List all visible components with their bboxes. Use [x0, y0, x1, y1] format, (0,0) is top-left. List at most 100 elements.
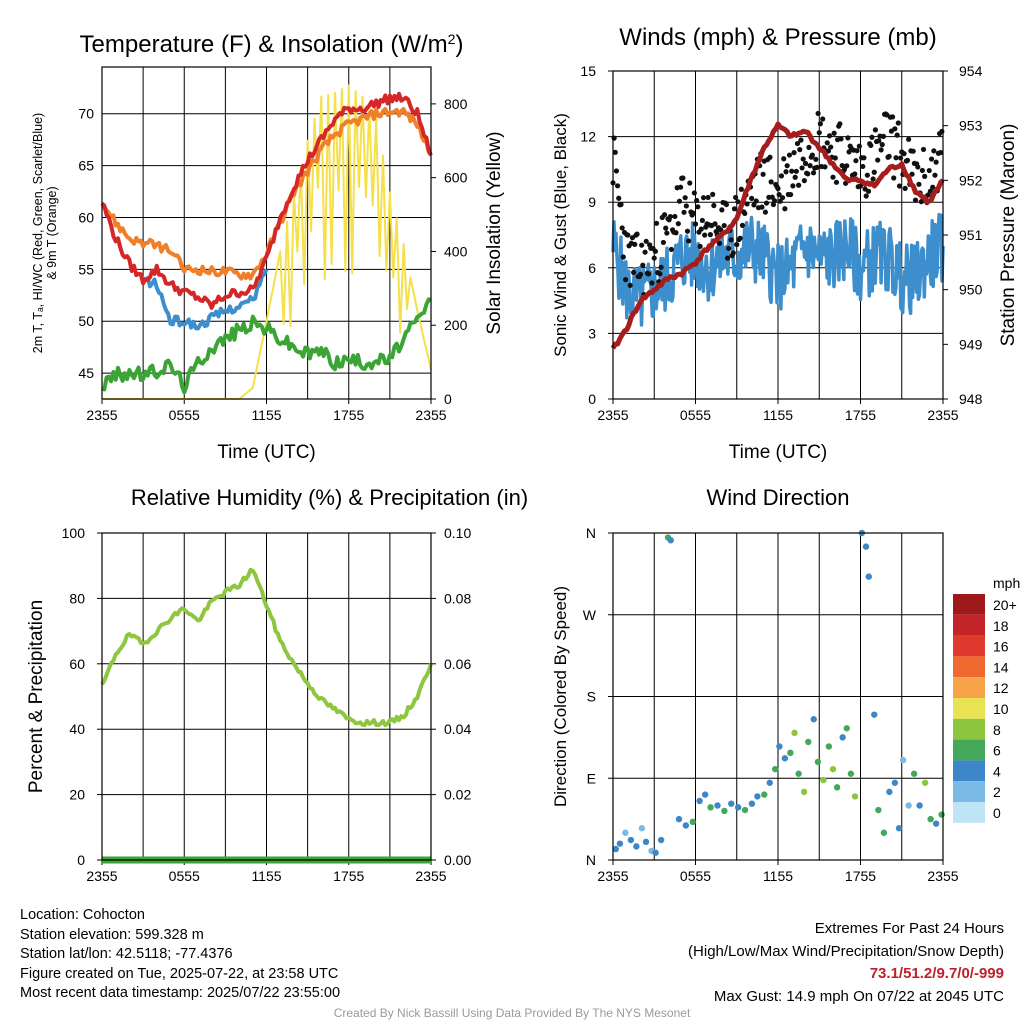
series-line-wind: [611, 212, 945, 327]
legend-swatch: [953, 802, 985, 823]
extremes-fields: (High/Low/Max Wind/Precipitation/Snow De…: [688, 942, 1004, 960]
gust-point: [687, 180, 693, 186]
gust-point: [738, 186, 744, 192]
gust-point: [856, 143, 862, 149]
gust-point: [918, 199, 924, 205]
gust-point: [790, 183, 796, 189]
gust-point: [844, 163, 850, 169]
gust-point: [668, 246, 675, 253]
series-line-temp_2m: [100, 91, 433, 310]
y-right-tick-label: 952: [959, 172, 983, 188]
gust-point: [768, 179, 774, 185]
gust-point: [645, 271, 652, 277]
gust-point: [731, 206, 738, 212]
gust-point: [667, 213, 673, 220]
gust-point: [926, 167, 932, 174]
gust-point: [707, 232, 713, 238]
gust-point: [880, 133, 887, 139]
direction-point: [728, 800, 735, 807]
y-axis-label-line2: & 9m T (Orange): [45, 186, 59, 279]
y-right-tick-label: 0.06: [444, 656, 471, 672]
direction-point: [642, 838, 650, 846]
gust-point: [801, 178, 807, 184]
direction-point: [851, 793, 859, 800]
direction-point: [875, 806, 882, 814]
direction-point: [880, 829, 888, 836]
legend-swatch: [953, 718, 985, 740]
direction-point: [612, 845, 619, 853]
series-line-pressure: [610, 121, 945, 350]
direction-point: [776, 743, 783, 750]
gust-point: [806, 144, 812, 150]
gust-point: [922, 173, 928, 179]
gust-point: [781, 156, 787, 162]
gust-point: [620, 254, 626, 260]
plot-frame: [101, 532, 432, 861]
direction-point: [800, 788, 808, 796]
gust-point: [642, 249, 648, 255]
gust-point: [931, 148, 937, 154]
y-right-tick-label: 0.10: [444, 525, 471, 541]
direction-point: [748, 800, 756, 807]
gust-point: [915, 164, 921, 170]
direction-point: [820, 776, 827, 784]
gust-point: [744, 201, 750, 207]
y-tick-label: 9: [588, 194, 596, 210]
gust-point: [664, 230, 670, 236]
legend-label: 14: [993, 659, 1009, 675]
gust-point: [728, 237, 734, 243]
gust-point: [871, 169, 877, 175]
gust-point: [778, 173, 785, 179]
gust-point: [767, 154, 773, 160]
y-tick-label: 50: [78, 313, 94, 329]
y-tick-label: 0: [588, 391, 596, 407]
legend-swatch: [953, 594, 985, 615]
gust-point: [672, 213, 678, 220]
gust-point: [735, 199, 741, 205]
gust-point: [618, 201, 624, 208]
gust-point: [860, 163, 866, 170]
gust-point: [854, 148, 860, 154]
gust-point: [649, 280, 655, 286]
gust-point: [625, 232, 631, 238]
gust-point: [776, 192, 782, 198]
gust-point: [891, 175, 897, 181]
gust-point: [614, 183, 621, 189]
y-axis-label: Sonic Wind & Gust (Blue, Black): [551, 113, 570, 357]
direction-point: [810, 716, 817, 723]
gust-point: [786, 152, 793, 158]
plot-frame: [101, 66, 432, 400]
direction-point: [795, 770, 802, 777]
legend-swatch: [953, 739, 985, 761]
direction-point: [622, 829, 629, 836]
y-right-axis-label: Solar Insolation (Yellow): [484, 131, 505, 334]
gust-point: [809, 152, 815, 158]
gust-point: [906, 136, 912, 142]
gust-point: [681, 209, 687, 215]
gust-point: [892, 126, 898, 132]
legend-label: 12: [993, 680, 1009, 696]
gust-point: [719, 207, 725, 213]
gust-point: [837, 121, 843, 127]
gust-point: [678, 184, 684, 190]
legend-title: mph: [993, 575, 1020, 591]
x-tick-label: 2355: [86, 407, 117, 423]
y-axis-label: Direction (Colored By Speed): [551, 586, 570, 807]
gust-point: [612, 149, 618, 155]
series-line-wind_chill: [141, 268, 269, 331]
gust-point: [791, 150, 797, 156]
x-tick-label: 1155: [763, 407, 793, 423]
gust-point: [734, 241, 740, 248]
series-line-dewpoint: [100, 297, 432, 395]
legend-swatch: [953, 698, 985, 719]
x-tick-label: 1755: [333, 868, 364, 884]
panel-1: 2355 0555 1155 1755 2355 45 50 55 60 65 70 0 200 400 6…: [31, 31, 505, 463]
direction-point: [781, 755, 789, 762]
y-right-tick-label: 0.00: [444, 852, 471, 868]
legend-swatch: [953, 656, 985, 678]
x-tick-label: 1155: [763, 868, 793, 884]
y-right-tick-label: 0: [444, 391, 452, 407]
gust-point: [814, 164, 820, 170]
gust-point: [793, 168, 799, 174]
